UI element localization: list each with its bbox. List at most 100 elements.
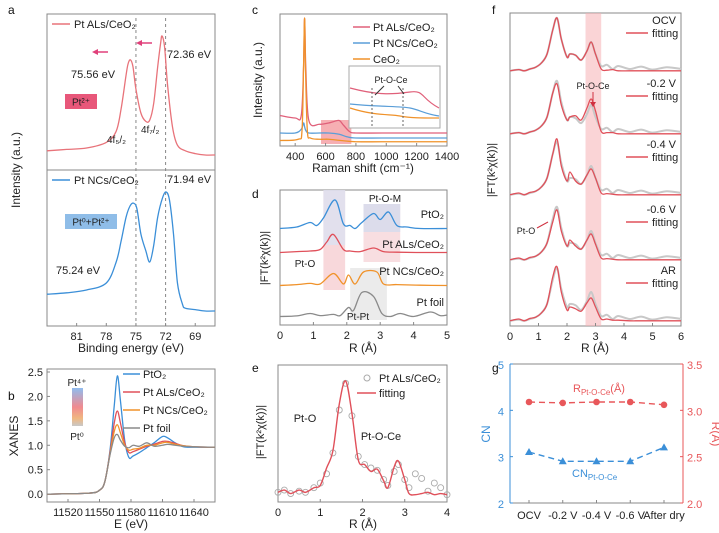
y-axis-label: |FT(k²χ(k))| [255,405,267,459]
x-tick-label: 11580 [116,507,146,519]
x-tick-label: 3 [402,507,408,519]
y-tick-label: 0.0 [28,489,43,501]
legend-label: Pt ALs/CeO₂ [143,387,205,399]
x-tick-label: 0 [275,507,281,519]
series-label-sub: Pt-O-Ce [588,473,618,482]
condition-label: -0.2 V [647,78,677,90]
x-tick-label: 800 [347,151,365,163]
data-point [437,484,445,492]
panel-letter: d [252,187,259,201]
shell-label: 4f₅/₂ [107,135,126,146]
series-label: CNPt-O-Ce [572,468,618,482]
legend-label: fitting [652,152,678,164]
region-label: Pt-O-M [369,194,401,205]
legend-label: fitting [652,91,678,103]
y-tick-label: 1.5 [28,416,43,428]
x-axis-label: Raman shift (cm⁻¹) [312,161,414,175]
oxidation-gradient-bar [72,388,83,426]
x-tick-label: 1200 [404,151,428,163]
x-tick-label: -0.4 V [582,510,612,522]
y-tick-label: 2.5 [28,367,43,379]
legend-label: Pt NCs/CeO₂ [143,405,208,417]
data-marker [525,398,533,406]
data-point [323,470,331,478]
panel-letter: e [252,361,259,375]
legend-label: CeO₂ [373,54,400,66]
region-label: Pt-Pt [347,312,369,323]
oxidation-badge [65,214,117,229]
peak-annotation: Pt-O-Ce [361,431,401,443]
data-point [411,470,419,478]
data-marker [660,401,668,409]
y-tick-label-left: 4 [498,406,504,418]
x-tick-label: 5 [649,331,655,343]
oxidation-badge-label: Pt⁰+Pt²⁺ [72,218,109,229]
data-point [302,488,309,496]
data-point [418,474,426,482]
x-tick-label: 72 [159,331,171,343]
legend-label: Pt NCs/CeO₂ [373,38,438,50]
series-line-2 [279,269,448,287]
shift-arrowhead [136,40,142,46]
panel-d-frame [279,189,448,326]
series-line-1 [528,446,665,462]
x-tick-label: 11610 [148,507,178,519]
x-tick-label: 78 [100,331,112,343]
y-axis-label-left: CN [479,425,493,442]
fit-line-0 [509,17,681,72]
inset-line-1 [349,103,440,117]
data-marker [626,398,634,406]
data-point [401,476,409,484]
peak-label: 72.36 eV [167,49,212,61]
annotation-arrow [374,85,385,96]
x-axis-label: R (Å) [581,340,609,355]
x-tick-label: OCV [517,510,542,522]
x-tick-label: -0.2 V [548,510,578,522]
series-line-3 [46,433,216,495]
fit-line-3 [509,209,681,261]
annotation-arrowhead [590,102,596,107]
inset-annotation: Pt-O-Ce [374,75,407,85]
panel-letter: g [492,361,499,375]
peak-label: 71.94 eV [167,174,212,186]
legend-label: Pt ALs/CeO₂ [74,19,136,31]
x-tick-label: 5 [444,330,450,342]
x-tick-label: 3 [592,331,598,343]
series-label-main: R [573,383,581,395]
legend-label: Pt NCs/CeO₂ [74,175,139,187]
y-axis-label: |FT(k²χ(k))| [486,143,498,197]
x-tick-label: 11640 [179,507,209,519]
data-marker [626,457,635,465]
data-marker [558,457,567,465]
x-tick-label: 2 [344,330,350,342]
data-point [430,479,438,487]
panel-letter: f [492,3,496,17]
y-tick-label: 1.0 [28,440,43,452]
x-tick-label: 69 [189,331,201,343]
series-line-0 [528,401,665,406]
x-tick-label: 1 [310,330,316,342]
y-axis-label: XANES [7,416,21,457]
x-tick-label: 4 [444,507,450,519]
fit-line-1 [509,82,681,135]
data-point [274,488,282,496]
x-tick-label: 11550 [85,507,115,519]
condition-label: -0.6 V [647,204,677,216]
series-label-sub: Pt-O-Ce [581,388,611,397]
data-marker [592,457,601,465]
data-marker [593,398,600,406]
x-tick-label: 2 [564,331,570,343]
x-tick-label: 0 [277,330,283,342]
data-point [424,487,432,495]
peak-label: 75.56 eV [71,69,116,81]
x-tick-label: 400 [286,151,304,163]
fit-line [277,380,448,496]
data-marker [559,399,567,407]
oxidation-badge [65,94,97,109]
panel-letter: a [8,3,15,17]
oxidation-badge-label: Pt²⁺ [72,98,90,109]
y-tick-label-left: 5 [498,360,504,372]
panel-letter: b [8,389,15,403]
shell-label: 4f₇/₂ [141,125,160,136]
